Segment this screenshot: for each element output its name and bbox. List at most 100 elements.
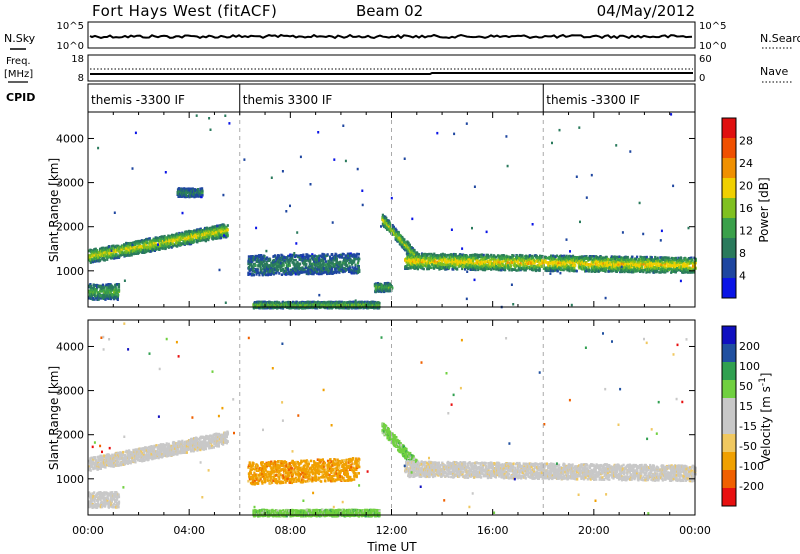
heatmap-cell [499, 260, 502, 264]
heatmap-cell [280, 302, 283, 306]
heatmap-cell [443, 260, 446, 263]
heatmap-cell [90, 284, 93, 288]
heatmap-cell [319, 254, 322, 258]
heatmap-cell [301, 266, 304, 269]
heatmap-cell [392, 225, 395, 229]
heatmap-cell [381, 218, 384, 222]
heatmap-cell [452, 268, 455, 271]
heatmap-cell [277, 268, 280, 272]
heatmap-cell [491, 257, 494, 261]
heatmap-cell [373, 284, 376, 288]
heatmap-cell [324, 260, 327, 263]
heatmap-cell [224, 227, 227, 231]
heatmap-cell [322, 270, 325, 273]
heatmap-cell [95, 255, 98, 259]
heatmap-cell [331, 257, 334, 260]
date-title: 04/May/2012 [597, 2, 695, 20]
heatmap-cell [501, 260, 505, 263]
heatmap-cell [157, 237, 160, 240]
heatmap-cell [474, 266, 477, 269]
heatmap-cell [309, 269, 312, 273]
heatmap-cell [269, 270, 272, 273]
heatmap-cell [344, 302, 347, 305]
heatmap-cell [219, 231, 223, 234]
heatmap-cell [294, 272, 297, 276]
heatmap-cell [298, 265, 301, 268]
heatmap-cell [426, 253, 430, 256]
heatmap-cell [305, 262, 308, 266]
heatmap-cell [489, 258, 492, 262]
heatmap-cell [320, 272, 323, 276]
heatmap-cell [104, 295, 107, 299]
heatmap-cell [226, 228, 229, 232]
heatmap-cell [220, 223, 223, 227]
heatmap-cell [304, 257, 307, 261]
heatmap-cell [400, 244, 403, 247]
heatmap-cell [318, 256, 321, 260]
heatmap-cell [498, 259, 501, 262]
heatmap-cell [189, 189, 192, 193]
heatmap-cell [270, 261, 273, 265]
heatmap-cell [427, 261, 430, 265]
heatmap-cell [357, 266, 360, 269]
heatmap-cell [497, 254, 500, 257]
heatmap-cell [425, 253, 428, 256]
heatmap-cell [213, 237, 216, 240]
heatmap-cell [247, 265, 250, 269]
heatmap-cell [508, 268, 511, 272]
heatmap-cell [514, 259, 517, 263]
heatmap-cell [311, 257, 314, 260]
heatmap-cell [94, 289, 97, 293]
heatmap-cell [429, 261, 432, 265]
heatmap-cell [309, 301, 312, 304]
heatmap-cell [345, 261, 348, 264]
heatmap-cell [413, 259, 416, 263]
heatmap-cell [496, 265, 500, 269]
heatmap-cell [457, 264, 460, 268]
heatmap-cell [106, 255, 109, 259]
heatmap-cell [481, 257, 484, 261]
heatmap-cell [315, 255, 318, 258]
heatmap-cell [304, 260, 307, 263]
heatmap-cell [458, 262, 461, 265]
heatmap-cell [117, 285, 121, 289]
heatmap-cell [274, 256, 277, 260]
heatmap-cell [283, 259, 286, 263]
heatmap-cell [159, 239, 162, 242]
heatmap-cell [219, 235, 222, 238]
heatmap-cell [391, 233, 394, 236]
heatmap-cell [403, 238, 406, 241]
heatmap-cell [112, 257, 116, 260]
heatmap-cell [324, 306, 327, 310]
heatmap-cell [492, 267, 495, 271]
heatmap-cell [308, 272, 311, 275]
heatmap-cell [323, 254, 326, 257]
heatmap-cell [285, 269, 288, 273]
heatmap-cell [293, 259, 296, 262]
heatmap-cell [303, 270, 306, 274]
heatmap-cell [405, 245, 408, 248]
heatmap-cell [418, 265, 421, 269]
heatmap-cell [277, 260, 280, 263]
heatmap-cell [254, 258, 257, 261]
heatmap-cell [330, 265, 333, 268]
heatmap-cell [117, 283, 121, 286]
heatmap-cell [403, 243, 406, 246]
heatmap-cell [322, 271, 325, 275]
heatmap-cell [312, 271, 316, 274]
freq-left-tick-low: 8 [78, 73, 84, 84]
heatmap-cell [408, 262, 411, 266]
nave-label: Nave [760, 65, 788, 78]
heatmap-cell [505, 254, 508, 258]
heatmap-cell [485, 253, 488, 257]
heatmap-cell [171, 241, 174, 244]
heatmap-cell [493, 265, 496, 269]
heatmap-cell [203, 228, 207, 232]
heatmap-cell [475, 257, 478, 260]
heatmap-cell [130, 253, 133, 257]
heatmap-cell [225, 226, 228, 229]
noise-right-tick-high: 10^5 [699, 21, 726, 32]
heatmap-cell [136, 249, 139, 253]
heatmap-cell [189, 234, 192, 238]
heatmap-cell [97, 298, 100, 301]
